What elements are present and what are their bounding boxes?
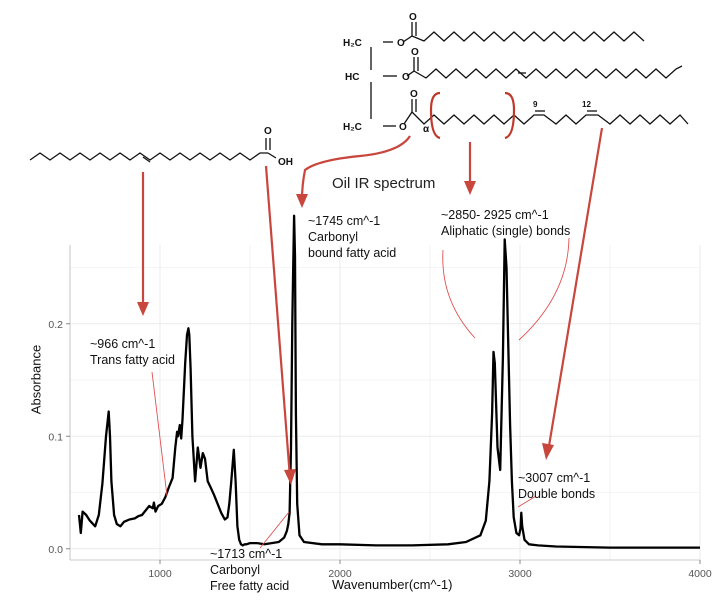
structure-label: O [264,126,272,137]
chart-title: Oil IR spectrum [332,175,436,192]
x-axis-title: Wavenumber(cm^-1) [332,577,453,592]
x-tick-label: 3000 [508,568,532,580]
triglyceride-structure [370,22,689,140]
structure-label: O [397,38,405,49]
structure-label: α [423,124,430,135]
structure-label: H₂C [343,122,362,133]
annotation-line: ~1745 cm^-1 [308,214,381,228]
spectrum-series [77,214,700,549]
tick-labels: 1000 2000 3000 4000 0.0 0.1 0.2 [48,319,711,580]
annotation-bound-carbonyl: ~1745 cm^-1 Carbonyl bound fatty acid [308,213,396,261]
annotation-line: Aliphatic (single) bonds [441,224,571,238]
y-tick-label: 0.0 [48,544,63,556]
position-number: 12 [582,100,591,109]
annotation-line: bound fatty acid [308,246,397,260]
y-axis-title: Absorbance [28,344,44,415]
y-tick-label: 0.1 [48,431,63,443]
structure-label: O [402,72,410,83]
structure-label: O [399,122,407,133]
annotation-line: ~966 cm^-1 [90,337,156,351]
annotation-double-bonds: ~3007 cm^-1 Double bonds [518,470,595,502]
structure-label: HC [345,72,359,83]
fatty-acid-labels: O OH [264,126,293,168]
x-tick-label: 2000 [328,568,352,580]
x-tick-label: 4000 [688,568,712,580]
annotation-aliphatic: ~2850- 2925 cm^-1 Aliphatic (single) bon… [441,207,570,239]
structure-label: O [410,89,418,100]
y-tick-label: 0.2 [48,319,63,331]
annotation-line: Free fatty acid [210,579,290,593]
annotation-line: Double bonds [518,487,596,501]
structure-label: H₂C [343,38,362,49]
annotation-line: Trans fatty acid [90,353,175,367]
structure-label: OH [278,157,293,168]
annotation-line: ~1713 cm^-1 [210,547,283,561]
annotation-line: Carbonyl [210,563,261,577]
axes [66,245,701,564]
annotation-arrows [137,127,604,485]
structure-label: O [411,47,419,58]
grid [69,245,701,560]
annotation-guides [151,237,570,549]
annotation-line: ~2850- 2925 cm^-1 [441,208,549,222]
annotation-trans: ~966 cm^-1 Trans fatty acid [90,336,175,368]
annotation-line: ~3007 cm^-1 [518,471,591,485]
spectrum-line [77,214,700,549]
fatty-acid-structure [29,138,277,163]
x-tick-label: 1000 [148,568,172,580]
position-number: 9 [533,100,538,109]
structure-label: O [409,12,417,23]
annotation-free-carbonyl: ~1713 cm^-1 Carbonyl Free fatty acid [210,546,289,594]
annotation-line: Carbonyl [308,230,359,244]
